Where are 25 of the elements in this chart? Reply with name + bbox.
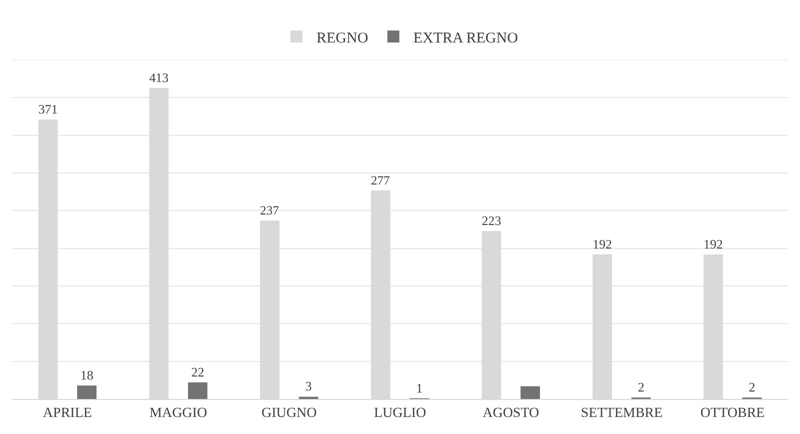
data-label: 192 bbox=[703, 236, 723, 252]
data-label: 2 bbox=[748, 379, 756, 394]
x-tick-label: AGOSTO bbox=[482, 406, 540, 421]
data-label: 1 bbox=[416, 380, 423, 396]
data-label: 413 bbox=[149, 70, 169, 85]
data-label: 371 bbox=[38, 102, 58, 117]
x-tick-label: MAGGIO bbox=[150, 406, 208, 421]
data-label: 277 bbox=[370, 173, 390, 188]
data-label: 237 bbox=[260, 204, 279, 218]
legend-label: REGNO bbox=[316, 30, 368, 46]
legend-label: EXTRA REGNO bbox=[413, 30, 518, 46]
data-label: 22 bbox=[191, 364, 204, 380]
x-tick-label: LUGLIO bbox=[374, 406, 426, 421]
data-label: 192 bbox=[592, 236, 612, 252]
bar bbox=[520, 386, 540, 399]
data-label: 223 bbox=[482, 213, 502, 228]
x-tick-label: GIUGNO bbox=[262, 406, 317, 421]
bar bbox=[77, 385, 97, 399]
x-tick-label: OTTOBRE bbox=[700, 406, 765, 421]
x-tick-label: SETTEMBRE bbox=[580, 406, 663, 421]
bar bbox=[188, 382, 208, 399]
x-tick-label: APRILE bbox=[42, 406, 92, 421]
data-label: 2 bbox=[638, 379, 644, 394]
data-label: 3 bbox=[305, 378, 312, 394]
data-label: 18 bbox=[80, 367, 94, 382]
